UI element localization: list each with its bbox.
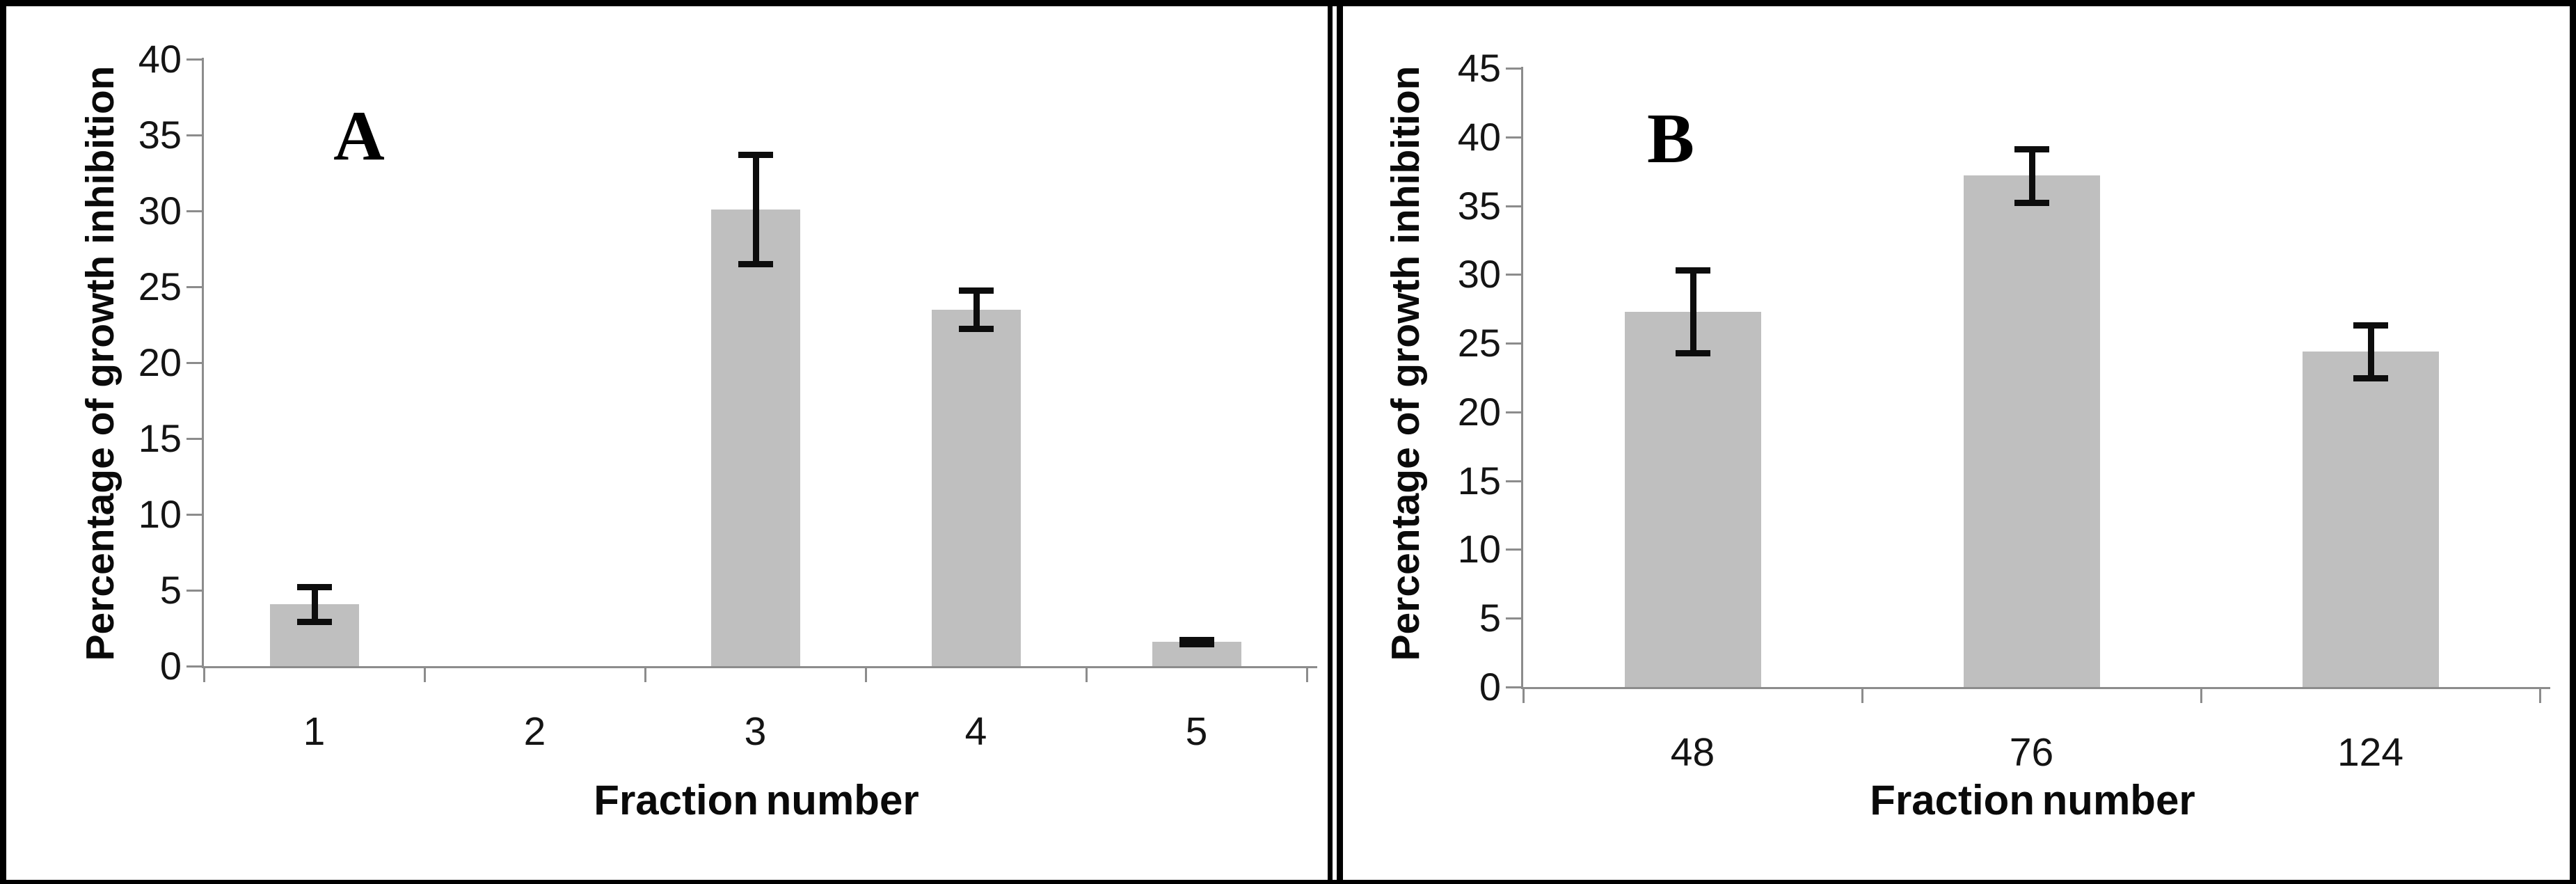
x-tick-mark — [1861, 688, 1863, 703]
bar-fraction-4 — [931, 309, 1021, 666]
error-bar-cap-bottom — [1179, 641, 1214, 648]
y-tick-mark — [186, 438, 202, 440]
error-bar-cap-top — [738, 152, 773, 159]
x-tick-mark — [1306, 668, 1308, 682]
y-tick-label: 5 — [1479, 596, 1501, 640]
panel-divider-line — [1337, 6, 1343, 880]
y-tick-mark — [186, 665, 202, 668]
y-tick-mark — [186, 514, 202, 516]
y-tick-mark — [1506, 68, 1521, 70]
y-tick-mark — [1506, 411, 1521, 413]
x-category-label: 76 — [2009, 730, 2054, 775]
y-axis-line — [202, 58, 204, 668]
y-tick-mark — [1506, 136, 1521, 139]
y-tick-mark — [1506, 617, 1521, 620]
x-category-label: 4 — [964, 709, 987, 754]
y-tick-mark — [186, 58, 202, 61]
y-tick-mark — [1506, 686, 1521, 688]
y-axis-line — [1521, 67, 1523, 689]
bar-fraction-48 — [1624, 311, 1761, 687]
y-tick-label: 20 — [1457, 389, 1501, 434]
panel-divider-line — [1328, 6, 1333, 880]
error-bar-cap-top — [958, 287, 994, 294]
y-tick-label: 40 — [1457, 114, 1501, 159]
error-bar-cap-bottom — [1675, 349, 1710, 356]
bar-fraction-76 — [1963, 175, 2100, 687]
y-tick-mark — [186, 362, 202, 364]
x-category-label: 5 — [1185, 709, 1208, 754]
y-tick-label: 30 — [1457, 252, 1501, 297]
y-tick-mark — [1506, 480, 1521, 482]
y-tick-label: 10 — [1457, 527, 1501, 571]
y-tick-mark — [186, 210, 202, 212]
error-bar-line — [973, 290, 980, 329]
y-tick-mark — [186, 134, 202, 136]
x-category-label: 124 — [2337, 730, 2404, 775]
error-bar-cap-top — [1675, 267, 1710, 274]
bar-fraction-3 — [710, 209, 800, 666]
panel-a: Percentage of growth inhibition A 0 5 10 15… — [6, 6, 2570, 880]
x-category-label: 1 — [303, 709, 326, 754]
error-bar-cap-top — [296, 583, 332, 590]
panel-b: Percentage of growth inhibition B 0 5 10 15… — [6, 6, 2570, 880]
y-tick-label: 40 — [138, 37, 182, 81]
error-bar-line — [311, 586, 318, 622]
y-tick-mark — [1506, 548, 1521, 551]
x-axis-title: Fraction number — [594, 777, 919, 823]
x-tick-mark — [203, 668, 205, 682]
error-bar-line — [2028, 148, 2035, 203]
y-tick-label: 10 — [138, 492, 182, 536]
x-tick-mark — [865, 668, 867, 682]
y-tick-mark — [1506, 205, 1521, 207]
error-bar-cap-bottom — [2014, 199, 2049, 206]
x-axis-line — [1521, 687, 2550, 689]
error-bar-cap-bottom — [296, 618, 332, 625]
error-bar-cap-top — [2014, 145, 2049, 152]
y-tick-label: 15 — [138, 416, 182, 460]
error-bar-cap-top — [1179, 636, 1214, 643]
x-category-label: 48 — [1670, 730, 1715, 775]
error-bar-cap-top — [2353, 322, 2388, 329]
y-tick-label: 15 — [1457, 458, 1501, 503]
x-tick-mark — [2200, 688, 2202, 703]
y-tick-label: 35 — [138, 113, 182, 157]
error-bar-cap-bottom — [958, 325, 994, 332]
error-bar-cap-bottom — [2353, 374, 2388, 381]
error-bar-cap-bottom — [738, 261, 773, 268]
x-category-label: 3 — [744, 709, 767, 754]
y-tick-label: 0 — [159, 644, 182, 688]
bar-fraction-124 — [2302, 351, 2439, 687]
x-tick-mark — [2539, 688, 2541, 703]
y-tick-label: 0 — [1479, 665, 1501, 709]
error-bar-line — [1689, 270, 1696, 353]
y-tick-mark — [186, 590, 202, 592]
y-tick-label: 25 — [1457, 321, 1501, 365]
x-axis-line — [202, 666, 1317, 668]
y-tick-label: 35 — [1457, 183, 1501, 228]
x-tick-mark — [644, 668, 646, 682]
y-tick-mark — [1506, 342, 1521, 345]
y-tick-label: 30 — [138, 189, 182, 232]
x-axis-title: Fraction number — [1870, 777, 2195, 823]
x-tick-mark — [1086, 668, 1088, 682]
x-tick-mark — [1522, 688, 1525, 703]
y-tick-label: 20 — [138, 340, 182, 384]
y-tick-mark — [1506, 274, 1521, 276]
y-tick-label: 45 — [1457, 46, 1501, 90]
y-tick-label: 5 — [159, 568, 182, 612]
panel-letter-b: B — [1646, 100, 1695, 178]
panel-letter-a: A — [333, 97, 385, 175]
error-bar-line — [2367, 325, 2374, 378]
x-tick-mark — [424, 668, 426, 682]
y-tick-mark — [186, 286, 202, 288]
error-bar-line — [752, 155, 759, 265]
x-category-label: 2 — [523, 709, 546, 754]
y-tick-label: 25 — [138, 265, 182, 308]
